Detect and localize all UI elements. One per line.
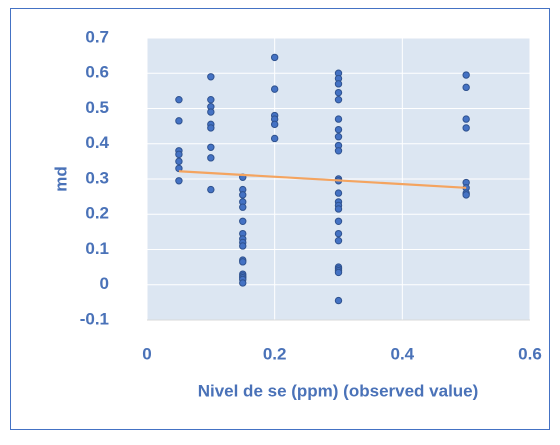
- point: [334, 80, 343, 88]
- point: [175, 150, 183, 159]
- point: [334, 125, 343, 134]
- point: [239, 279, 247, 287]
- y-tick-label: 0.2: [85, 204, 109, 223]
- point: [462, 191, 470, 199]
- point: [334, 147, 343, 155]
- point: [207, 108, 215, 116]
- point: [334, 268, 343, 277]
- point: [334, 217, 343, 226]
- point: [239, 258, 247, 266]
- point: [462, 124, 470, 132]
- point: [270, 85, 279, 93]
- x-tick-label: 0.2: [263, 344, 287, 363]
- point: [334, 229, 343, 238]
- y-tick-label: 0.3: [85, 168, 109, 187]
- point: [207, 73, 215, 81]
- point: [334, 95, 343, 104]
- y-tick-label: 0.6: [85, 63, 109, 82]
- point: [175, 157, 183, 166]
- point: [334, 88, 343, 97]
- point: [239, 191, 247, 199]
- point: [239, 217, 247, 226]
- point: [270, 134, 279, 143]
- x-tick-label: 0.4: [391, 344, 415, 363]
- point: [270, 53, 279, 62]
- y-axis-title: md: [51, 166, 70, 192]
- point: [207, 154, 215, 162]
- y-tick-label: 0.5: [85, 98, 109, 117]
- point: [334, 115, 343, 123]
- point: [334, 236, 343, 245]
- point: [175, 177, 183, 185]
- point: [239, 242, 247, 250]
- x-axis-title: Nivel de se (ppm) (observed value): [198, 381, 479, 400]
- point: [207, 185, 215, 194]
- trend-line: [178, 170, 467, 189]
- point: [239, 203, 247, 211]
- y-tick-label: 0: [100, 274, 109, 293]
- x-tick-label: 0: [142, 344, 151, 363]
- point: [462, 83, 470, 92]
- x-tick-label: 0.6: [518, 344, 542, 363]
- y-tick-label: -0.1: [80, 309, 109, 328]
- point: [334, 205, 343, 213]
- point: [207, 124, 215, 132]
- point: [334, 296, 343, 305]
- point: [207, 95, 215, 104]
- y-tick-label: 0.1: [85, 239, 109, 258]
- y-tick-label: 0.7: [85, 27, 109, 46]
- point: [175, 95, 183, 104]
- y-tick-label: 0.4: [85, 133, 109, 152]
- point: [270, 120, 279, 129]
- point: [462, 115, 470, 123]
- point: [207, 143, 215, 151]
- point: [334, 133, 343, 141]
- point: [175, 117, 183, 125]
- point: [462, 71, 470, 79]
- point: [334, 189, 343, 197]
